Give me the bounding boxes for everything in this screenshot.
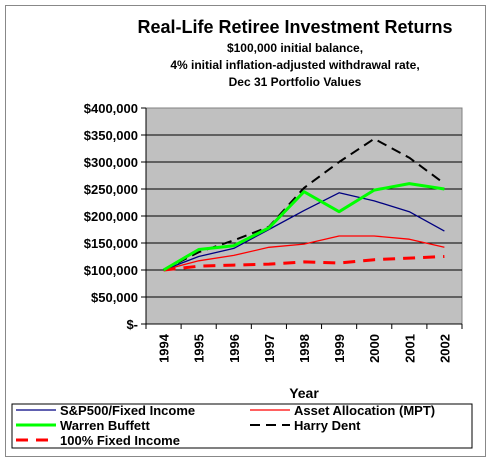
y-tick-label: $150,000 bbox=[84, 236, 138, 251]
legend-box bbox=[11, 403, 473, 449]
legend-label: 100% Fixed Income bbox=[60, 433, 180, 448]
legend-label: Asset Allocation (MPT) bbox=[294, 403, 435, 418]
x-tick-label: 1999 bbox=[332, 334, 347, 363]
y-tick-label: $50,000 bbox=[91, 290, 138, 305]
x-tick-label: 1997 bbox=[262, 334, 277, 363]
series-line-1 bbox=[163, 235, 445, 271]
y-tick-label: $400,000 bbox=[84, 101, 138, 116]
x-axis-label: Year bbox=[289, 385, 319, 401]
chart-subtitle-line-1: $100,000 initial balance, bbox=[227, 41, 363, 55]
legend: S&P500/Fixed Income Asset Allocation (MPT… bbox=[11, 403, 473, 449]
legend-label: Harry Dent bbox=[294, 418, 361, 433]
series-line-4 bbox=[163, 255, 445, 272]
series-line-0 bbox=[163, 192, 445, 271]
x-tick-label: 1996 bbox=[227, 334, 242, 363]
y-tick-label: $300,000 bbox=[84, 155, 138, 170]
series-lines bbox=[162, 137, 445, 272]
x-tick-label: 2000 bbox=[367, 334, 382, 363]
chart-subtitle-line-2: 4% initial inflation-adjusted withdrawal… bbox=[170, 58, 419, 72]
legend-label: Warren Buffett bbox=[60, 418, 150, 433]
y-tick-label: $250,000 bbox=[84, 182, 138, 197]
series-line-2 bbox=[162, 182, 445, 272]
x-tick-label: 1995 bbox=[192, 334, 207, 363]
x-tick-label: 1994 bbox=[157, 333, 172, 363]
y-tick-label: $- bbox=[126, 317, 138, 332]
x-tick-label: 2002 bbox=[437, 334, 452, 363]
y-tick-label: $100,000 bbox=[84, 263, 138, 278]
chart-title: Real-Life Retiree Investment Returns bbox=[137, 17, 452, 37]
x-tick-label: 2001 bbox=[402, 334, 417, 363]
y-tick-label: $200,000 bbox=[84, 209, 138, 224]
x-tick-label: 1998 bbox=[297, 334, 312, 363]
y-tick-label: $350,000 bbox=[84, 128, 138, 143]
x-axis-ticks: 1994 1995 1996 1997 1998 1999 2000 2001 2002 bbox=[145, 323, 463, 363]
legend-label: S&P500/Fixed Income bbox=[60, 403, 195, 418]
y-axis-ticks: $- $50,000 $100,000 $150,000 $200,000 $250,00… bbox=[84, 101, 147, 332]
chart-subtitle-line-3: Dec 31 Portfolio Values bbox=[229, 75, 362, 89]
